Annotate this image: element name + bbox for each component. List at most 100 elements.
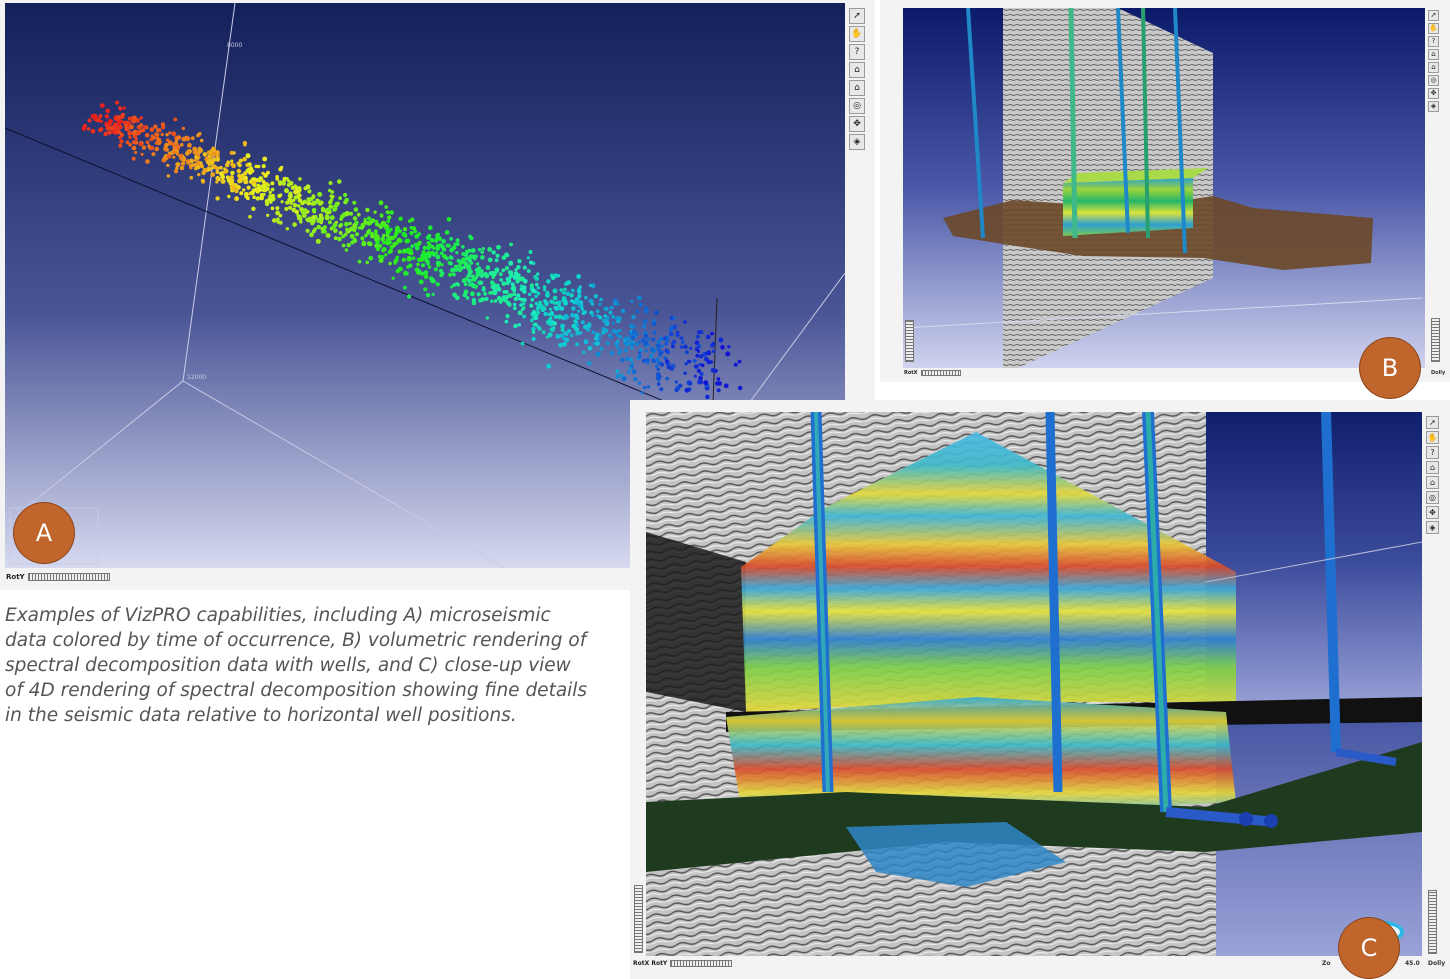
microseismic-event [207,166,212,172]
set-home-icon[interactable]: ⌂ [849,80,865,96]
microseismic-event [236,185,241,190]
panel-c-3d-viewport[interactable] [646,412,1422,956]
microseismic-event [567,328,572,334]
microseismic-event [333,228,338,234]
microseismic-event [512,306,517,311]
hand-icon[interactable]: ✋ [1428,23,1439,34]
seek-icon[interactable]: ✥ [849,116,865,132]
hand-icon[interactable]: ✋ [849,26,865,42]
zoom-value[interactable]: 45.0 [1405,960,1420,967]
view-all-icon[interactable]: ◎ [849,98,865,114]
view-all-icon[interactable]: ◎ [1426,491,1439,504]
microseismic-event [630,335,636,340]
panel-c-left-wheel[interactable] [634,885,643,953]
help-icon[interactable]: ? [1426,446,1439,459]
microseismic-event [675,332,680,338]
microseismic-event [484,297,489,301]
microseismic-event [419,271,425,276]
microseismic-event [465,296,470,300]
hand-icon[interactable]: ✋ [1426,431,1439,444]
set-home-icon[interactable]: ⌂ [1428,62,1439,73]
microseismic-event [587,322,592,327]
seek-icon[interactable]: ✥ [1428,88,1439,99]
perspective-icon[interactable]: ◈ [849,134,865,150]
microseismic-event [166,153,172,159]
help-icon[interactable]: ? [1428,36,1439,47]
microseismic-event [261,183,266,189]
microseismic-event [370,218,376,224]
microseismic-event [311,229,316,234]
microseismic-event [441,247,447,252]
microseismic-event [417,269,422,274]
microseismic-event [165,133,169,137]
microseismic-event [316,224,322,230]
microseismic-event [577,309,581,313]
microseismic-event [242,188,246,192]
microseismic-event [327,220,332,225]
microseismic-event [385,210,390,215]
microseismic-event [384,240,389,245]
microseismic-event [305,217,309,222]
microseismic-event [321,208,325,213]
microseismic-event [259,195,265,201]
microseismic-event [522,298,527,302]
set-home-icon[interactable]: ⌂ [1426,476,1439,489]
microseismic-event [718,337,724,343]
help-icon[interactable]: ? [849,44,865,60]
view-all-icon[interactable]: ◎ [1428,75,1439,86]
pointer-icon[interactable]: ➚ [849,8,865,24]
microseismic-event [655,364,659,369]
microseismic-event [298,217,303,221]
panel-b-dolly-wheel[interactable] [1431,318,1440,362]
panel-b-3d-viewport[interactable] [903,8,1425,368]
microseismic-event [272,218,277,223]
pointer-icon[interactable]: ➚ [1426,416,1439,429]
perspective-icon[interactable]: ◈ [1428,101,1439,112]
microseismic-event [379,222,385,228]
microseismic-event [553,273,559,279]
microseismic-event [190,136,195,141]
microseismic-event [508,260,514,266]
microseismic-event [512,292,517,297]
microseismic-event [113,122,118,127]
microseismic-event [301,213,307,218]
seek-icon[interactable]: ✥ [1426,506,1439,519]
microseismic-event [270,181,275,186]
panel-c-dolly-wheel[interactable] [1428,890,1437,954]
microseismic-event [671,344,675,349]
microseismic-event [535,310,541,315]
microseismic-event [251,169,255,173]
microseismic-event [487,257,493,263]
microseismic-event [703,380,709,386]
perspective-icon[interactable]: ◈ [1426,521,1439,534]
microseismic-event [435,260,441,266]
microseismic-event [113,130,119,135]
microseismic-event [164,142,169,148]
panel-b-left-wheel[interactable] [905,320,914,362]
home-icon[interactable]: ⌂ [1428,49,1439,60]
microseismic-event [201,170,206,175]
microseismic-event [510,282,515,287]
microseismic-event [659,362,665,367]
microseismic-event [426,261,430,266]
microseismic-event [154,132,158,136]
rot-x-thumbwheel[interactable] [920,370,961,376]
microseismic-event [175,162,181,167]
microseismic-event [664,341,669,346]
microseismic-event [308,217,314,223]
microseismic-event [215,196,220,201]
pointer-icon[interactable]: ➚ [1428,10,1439,21]
badge-c: C [1339,918,1399,978]
microseismic-event [552,295,558,301]
microseismic-event [571,306,576,311]
microseismic-event [202,152,208,157]
microseismic-event [179,153,183,157]
home-icon[interactable]: ⌂ [849,62,865,78]
microseismic-event [679,336,684,341]
microseismic-event [430,278,435,284]
home-icon[interactable]: ⌂ [1426,461,1439,474]
rot-y-thumbwheel[interactable] [27,573,110,581]
microseismic-event [284,188,289,194]
microseismic-event [382,233,386,238]
rot-xy-thumbwheel[interactable] [670,960,733,967]
